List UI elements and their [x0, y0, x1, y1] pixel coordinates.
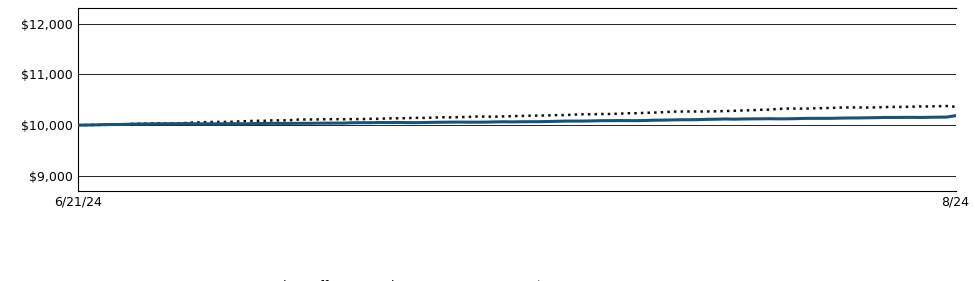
Legend: FT Vest U.S. Equity Buffer & Premium Income ETF - June $10,186, S&P 500® Index $: FT Vest U.S. Equity Buffer & Premium Inc…: [128, 275, 591, 281]
